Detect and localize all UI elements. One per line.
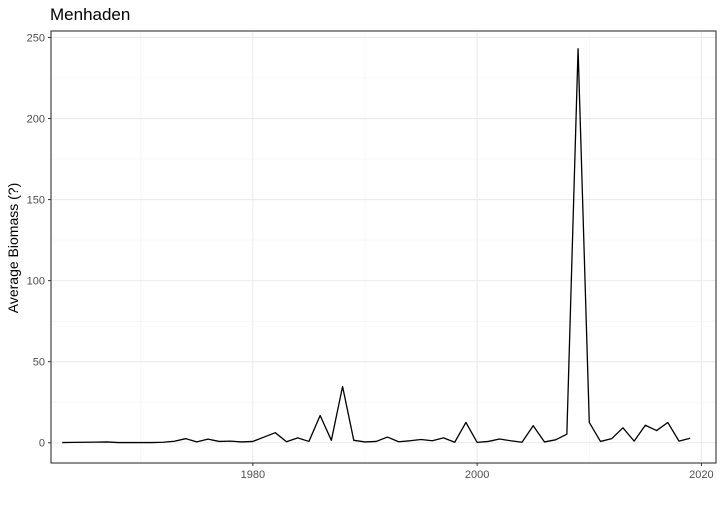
plot-panel: 0 50 100 150 200 250 1980 2000 2020	[27, 30, 717, 481]
x-tick-label: 2000	[465, 469, 489, 481]
panel-border	[50, 30, 717, 464]
x-tick-label: 2020	[689, 469, 713, 481]
x-tick-label: 1980	[241, 469, 265, 481]
y-tick-label: 200	[27, 114, 45, 126]
y-tick-label: 250	[27, 32, 45, 44]
chart-title: Menhaden	[50, 5, 130, 24]
y-tick-label: 0	[39, 438, 45, 450]
y-tick-label: 50	[33, 357, 45, 369]
y-tick-label: 100	[27, 276, 45, 288]
y-axis-label: Average Biomass (?)	[5, 183, 21, 313]
series-line	[62, 48, 691, 444]
y-tick-label: 150	[27, 195, 45, 207]
